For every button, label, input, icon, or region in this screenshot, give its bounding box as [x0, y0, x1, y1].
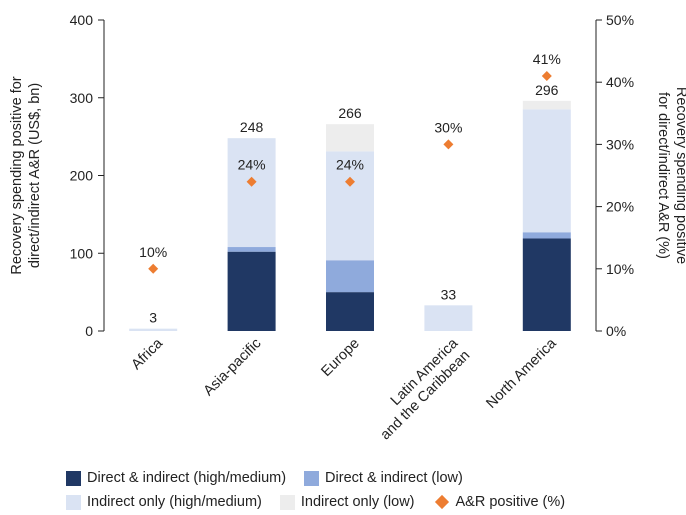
legend-swatch-direct-indirect-low: [304, 470, 320, 486]
right-tick-label: 30%: [606, 136, 634, 152]
right-tick-label: 50%: [606, 12, 634, 28]
bar-total-label: 33: [441, 286, 457, 302]
bar-segment: [424, 305, 473, 331]
ar-positive-label: 24%: [336, 157, 364, 173]
right-tick-label: 40%: [606, 74, 634, 90]
left-tick-label: 300: [70, 90, 94, 106]
ar-positive-marker: [443, 139, 454, 150]
ar-positive-marker: [541, 70, 552, 81]
chart: 0 100 200 300 400 0% 10% 20% 30% 40% 50% Recovery s…: [9, 12, 686, 443]
legend-swatch-indirect-only-high: [66, 494, 81, 510]
ar-positive-label: 41%: [533, 51, 561, 67]
ar-positive-marker: [345, 176, 355, 187]
ar-positive-label: 30%: [434, 119, 462, 135]
bar-segment: [227, 247, 276, 252]
bar-total-label: 3: [149, 310, 157, 326]
ar-positive-marker: [148, 263, 159, 274]
x-category-label-line: North America: [483, 335, 560, 412]
legend-item-direct-indirect-low: Direct & indirect (low): [304, 470, 463, 486]
legend-item-indirect-only-low: Indirect only (low): [279, 494, 415, 510]
left-tick-label: 400: [70, 12, 94, 28]
right-axis-title: Recovery spending positivefor direct/ind…: [655, 87, 686, 264]
legend-swatch-direct-indirect-high: [66, 470, 81, 486]
legend-swatch-indirect-only-low: [279, 494, 295, 510]
left-axis-title: Recovery spending positive for direct/ind…: [9, 76, 43, 274]
bar-segment: [326, 292, 374, 331]
x-category-label-line: Africa: [128, 335, 166, 373]
left-tick-label: 100: [70, 245, 94, 261]
x-category-label: Asia-pacific: [201, 336, 265, 400]
left-tick-label: 0: [85, 323, 93, 339]
bar-total-label: 248: [240, 119, 264, 135]
left-tick-label: 200: [70, 168, 94, 184]
legend-item-direct-indirect-high: Direct & indirect (high/medium): [66, 470, 286, 486]
bar-segment: [326, 151, 374, 261]
x-category-label: Latin Americaand the Caribbean: [366, 335, 474, 443]
right-tick-label: 0%: [606, 323, 626, 339]
x-category-label: North America: [483, 335, 560, 412]
x-category-label: Africa: [128, 335, 166, 373]
ar-positive-label: 24%: [238, 157, 266, 173]
ar-positive-marker: [246, 176, 257, 187]
legend-row-2: Indirect only (high/medium) Indirect onl…: [66, 490, 686, 514]
right-tick-label: 10%: [606, 261, 634, 277]
bar-segment: [522, 238, 571, 331]
left-axis-title-line: direct/indirect A&R (US$, bn): [27, 83, 43, 268]
legend-row-1: Direct & indirect (high/medium) Direct &…: [66, 466, 686, 490]
markers: [148, 70, 552, 274]
legend-label-indirect-only-low: Indirect only (low): [300, 494, 415, 510]
right-axis-title-line: for direct/indirect A&R (%): [655, 92, 671, 259]
labels: 3 248 266 33 296 10% 24% 24% 30% 41%: [139, 51, 561, 326]
legend-label-ar-positive: A&R positive (%): [455, 494, 566, 510]
bar-total-label: 296: [535, 82, 559, 98]
bars: [129, 100, 571, 331]
ar-positive-label: 10%: [139, 244, 167, 260]
legend-item-indirect-only-high: Indirect only (high/medium): [66, 494, 262, 510]
x-category-label-line: Europe: [318, 336, 362, 380]
left-axis-title-line: Recovery spending positive for: [9, 76, 25, 274]
x-category-label-line: Asia-pacific: [201, 336, 265, 400]
legend-label-direct-indirect-low: Direct & indirect (low): [325, 470, 463, 486]
bar-total-label: 266: [338, 105, 362, 121]
right-tick-label: 20%: [606, 199, 634, 215]
legend: Direct & indirect (high/medium) Direct &…: [66, 466, 686, 514]
legend-label-direct-indirect-high: Direct & indirect (high/medium): [87, 470, 287, 486]
bar-segment: [522, 109, 571, 233]
legend-label-indirect-only-high: Indirect only (high/medium): [87, 494, 262, 510]
bar-segment: [522, 100, 571, 110]
legend-diamond-icon: [434, 494, 449, 510]
x-category-label: Europe: [318, 336, 362, 380]
bar-segment: [129, 328, 178, 331]
bar-segment: [522, 232, 571, 239]
bar-segment: [227, 251, 276, 331]
legend-item-ar-positive: A&R positive (%): [433, 494, 566, 510]
bar-segment: [326, 124, 374, 152]
bar-segment: [326, 260, 374, 293]
bar-segment: [227, 138, 276, 248]
right-axis-title-line: Recovery spending positive: [673, 87, 686, 264]
